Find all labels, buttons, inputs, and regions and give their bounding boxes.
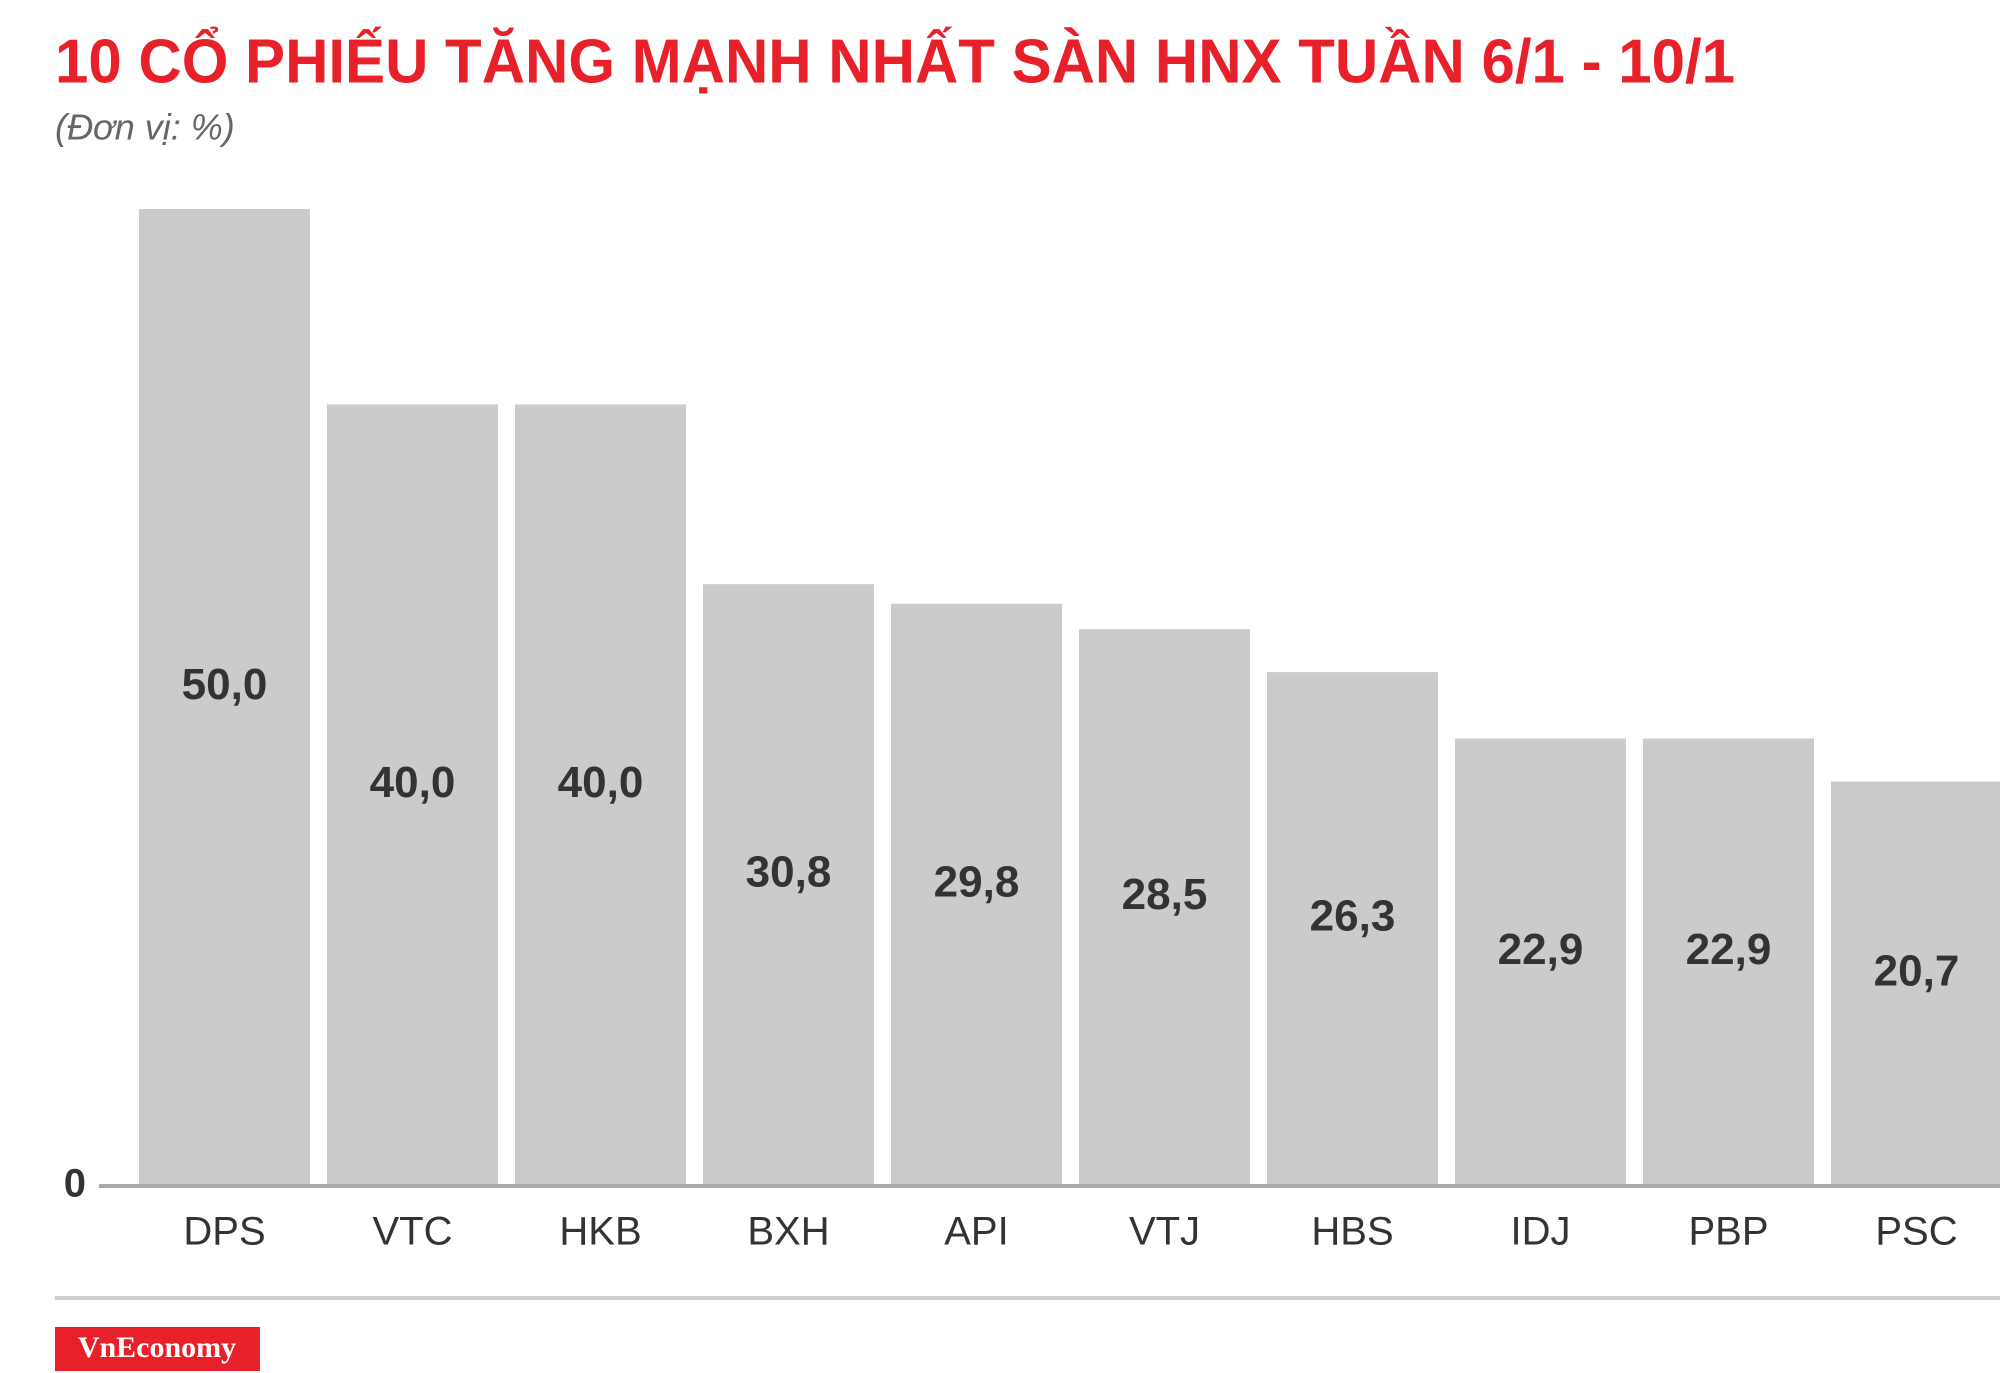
chart-subtitle: (Đơn vị: %) xyxy=(55,107,235,148)
x-tick-label: PSC xyxy=(1875,1210,1957,1254)
y-tick-label: 0 xyxy=(64,1162,86,1206)
bar xyxy=(327,404,498,1186)
value-label: 29,8 xyxy=(934,857,1020,906)
brand-box xyxy=(55,1327,260,1371)
value-label: 20,7 xyxy=(1874,946,1960,995)
x-tick-label: PBP xyxy=(1688,1210,1768,1254)
value-label: 40,0 xyxy=(370,758,456,807)
x-tick-label: HKB xyxy=(559,1210,641,1254)
value-label: 40,0 xyxy=(558,758,644,807)
x-tick-label: API xyxy=(944,1210,1008,1254)
value-label: 50,0 xyxy=(182,660,268,709)
chart-title: 10 CỔ PHIẾU TĂNG MẠNH NHẤT SÀN HNX TUẦN … xyxy=(55,26,1735,96)
bar xyxy=(891,603,1062,1186)
bar xyxy=(139,209,310,1186)
value-label: 26,3 xyxy=(1310,892,1396,941)
x-tick-label: IDJ xyxy=(1511,1210,1571,1254)
x-tick-label: VTC xyxy=(373,1210,453,1254)
bar xyxy=(1079,629,1250,1186)
bar xyxy=(515,404,686,1186)
bar xyxy=(703,584,874,1186)
value-label: 22,9 xyxy=(1498,925,1584,974)
x-tick-label: VTJ xyxy=(1129,1210,1200,1254)
brand: VnEconomy xyxy=(78,1331,236,1364)
bar xyxy=(1267,672,1438,1186)
bar xyxy=(1831,781,2000,1186)
x-tick-label: BXH xyxy=(747,1210,829,1254)
x-tick-label: HBS xyxy=(1311,1210,1393,1254)
value-label: 30,8 xyxy=(746,848,832,897)
bar xyxy=(1455,738,1626,1186)
value-label: 22,9 xyxy=(1686,925,1772,974)
value-label: 28,5 xyxy=(1122,870,1208,919)
x-tick-label: DPS xyxy=(183,1210,265,1254)
bar xyxy=(1643,738,1814,1186)
